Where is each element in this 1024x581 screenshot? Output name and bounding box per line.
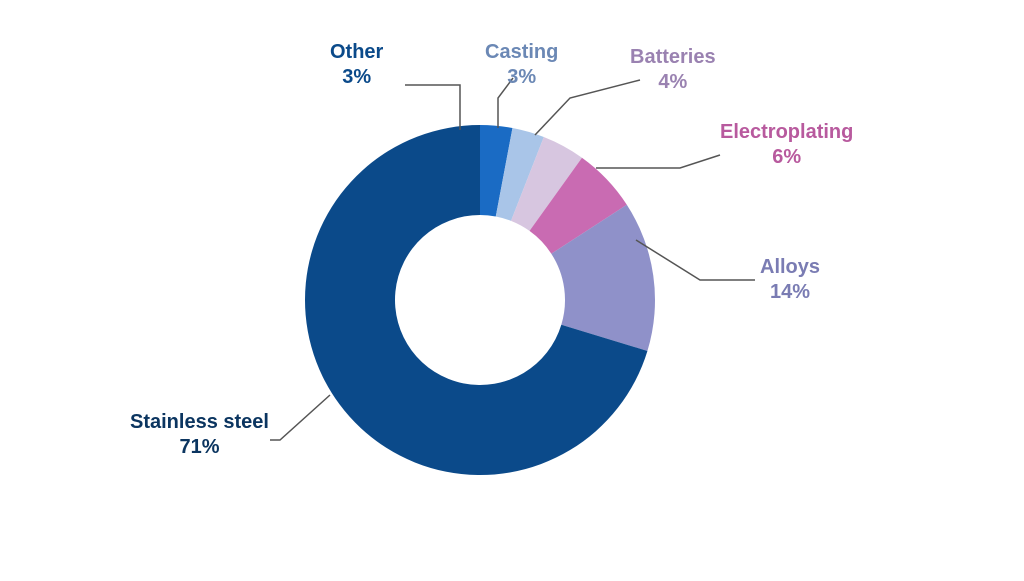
leader-other [405, 85, 460, 130]
donut-chart: Other3%Casting3%Batteries4%Electroplatin… [0, 0, 1024, 576]
label-electroplating: Electroplating6% [720, 120, 853, 170]
label-name: Other [330, 40, 383, 65]
leader-stainless-steel [270, 395, 330, 440]
label-name: Stainless steel [130, 410, 269, 435]
label-casting: Casting3% [485, 40, 558, 90]
label-name: Alloys [760, 255, 820, 280]
label-name: Electroplating [720, 120, 853, 145]
leader-electroplating [596, 155, 720, 168]
label-percent: 3% [485, 65, 558, 90]
label-other: Other3% [330, 40, 383, 90]
label-alloys: Alloys14% [760, 255, 820, 305]
label-percent: 6% [720, 145, 853, 170]
label-stainless-steel: Stainless steel71% [130, 410, 269, 460]
label-percent: 4% [630, 70, 716, 95]
leader-alloys [636, 240, 755, 280]
label-percent: 14% [760, 280, 820, 305]
label-percent: 71% [130, 435, 269, 460]
label-name: Casting [485, 40, 558, 65]
label-name: Batteries [630, 45, 716, 70]
label-batteries: Batteries4% [630, 45, 716, 95]
label-percent: 3% [330, 65, 383, 90]
